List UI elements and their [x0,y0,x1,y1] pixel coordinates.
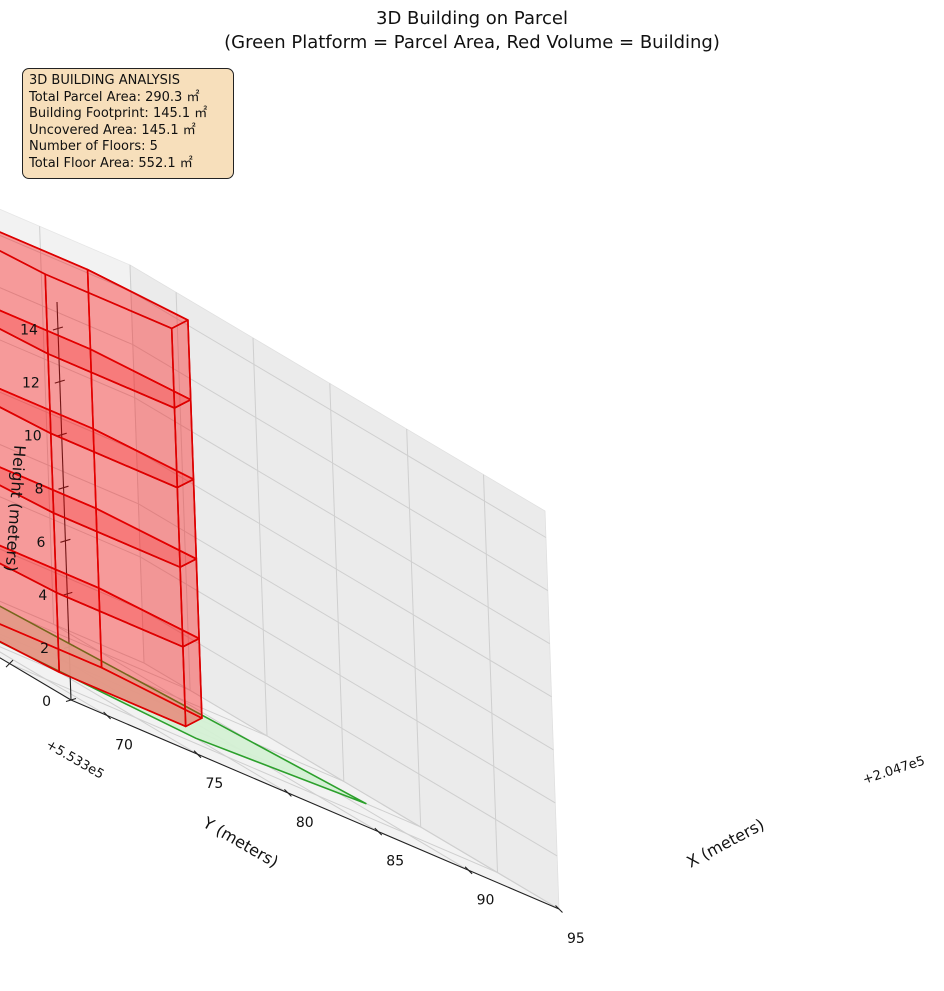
x-tick-label: 95 [567,931,585,947]
x-tick-mark [464,866,473,875]
y-gridline-wall [406,428,422,828]
y-axis-line [0,657,72,701]
x-tick-label: 80 [296,815,314,831]
info-line-footprint: Building Footprint: 145.1 ㎡ [29,106,208,122]
axis-panes [0,208,560,910]
z-gridline-right-wall [143,662,560,910]
x-tick-label: 70 [115,738,133,754]
y-offset-label: +5.533e5 [43,737,106,782]
x-gridline-floor [0,651,108,716]
y-tick-mark [5,659,14,668]
x-gridline-floor [0,636,198,755]
z-gridline-right-wall [132,344,549,592]
z-gridline-right-wall [136,450,552,698]
info-line-uncovered-area: Uncovered Area: 145.1 ㎡ [29,122,196,138]
y-gridline-floor [0,608,191,691]
z-gridline-right-wall [130,291,547,538]
z-gridline-left-wall [0,496,141,558]
z-tick-label: 4 [38,588,47,604]
x-tick-mark [374,827,383,836]
x-gridline-wall [129,264,145,664]
x-offset-label: +2.047e5 [861,754,927,788]
plot-volumes [0,231,367,805]
building-wall-face [0,249,49,355]
chart-subtitle: (Green Platform = Parcel Area, Red Volum… [224,32,720,53]
z-gridline-right-wall [138,503,554,751]
building-wall-face [0,406,55,514]
z-gridline-left-wall [0,600,145,664]
x-axis-line [70,699,560,910]
z-gridline-left-wall [0,391,137,452]
z-tick-mark [62,591,73,596]
x-tick-label: 85 [386,854,404,870]
info-box-title: 3D BUILDING ANALYSIS [29,73,181,88]
building-wall-face [0,328,52,435]
x-tick-mark [103,711,111,720]
z-tick-label: 14 [20,323,38,339]
y-gridline-wall [175,292,191,691]
x-tick-mark [284,789,292,797]
building-roof [0,231,189,330]
x-tick-mark [193,750,202,759]
z-tick-mark [60,538,71,543]
z-gridline-left-wall [0,234,132,292]
y-axis-label: Y (meters) [199,813,282,872]
z-gridline-left-wall [0,548,143,611]
y-gridline-floor [9,663,498,874]
y-gridline-wall [329,383,345,782]
info-line-floor-area: Total Floor Area: 552.1 ㎡ [29,155,193,171]
axis-lines [0,301,563,913]
x-tick-label: 90 [477,892,495,908]
analysis-info-box: 3D BUILDING ANALYSIS Total Parcel Area: … [22,68,234,179]
z-gridline-right-wall [140,556,556,804]
chart-title: 3D Building on Parcel [376,8,568,29]
z-tick-mark [52,326,64,331]
z-tick-label: 10 [24,429,42,445]
z-tick-mark [54,379,65,384]
z-gridline-left-wall [0,443,139,505]
z-tick-mark [56,432,67,437]
axis-tick-labels: 707580859095657075808502468101214 [20,323,585,948]
z-tick-mark [65,697,77,703]
z-gridline-right-wall [141,609,558,857]
x-tick-mark [555,905,563,913]
z-gridline-left-wall [0,339,135,399]
z-axis-line [56,301,72,701]
z-tick-label: 0 [42,694,51,710]
info-line-parcel-area: Total Parcel Area: 290.3 ㎡ [29,89,200,105]
x-axis-label: X (meters) [683,815,767,872]
z-tick-mark [58,485,69,490]
z-tick-label: 8 [35,482,44,498]
x-tick-label: 75 [206,776,224,792]
z-tick-label: 6 [36,535,45,551]
y-gridline-wall [252,337,268,736]
z-gridline-right-wall [134,397,550,645]
y-gridline-wall [483,474,498,873]
info-line-floors: Number of Floors: 5 [29,139,158,155]
x-gridline-wall [39,226,55,625]
z-tick-label: 2 [40,641,49,657]
z-gridline-left-wall [0,287,133,346]
building-wall-face [0,562,61,674]
building-wall-face [0,484,58,594]
z-tick-label: 12 [22,376,40,392]
